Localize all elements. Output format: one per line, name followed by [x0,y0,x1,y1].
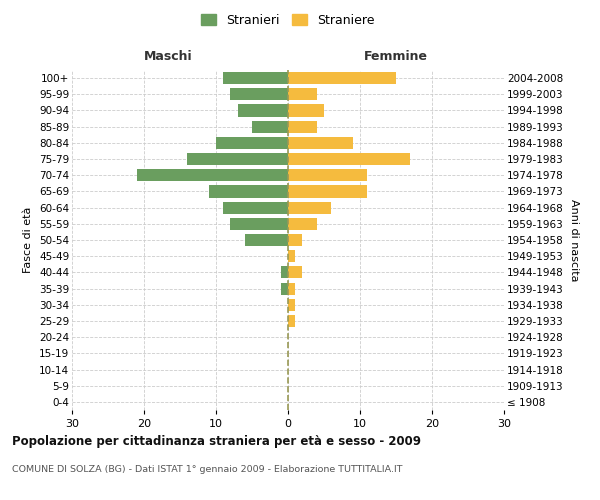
Y-axis label: Fasce di età: Fasce di età [23,207,34,273]
Text: Femmine: Femmine [364,50,428,62]
Bar [216,137,288,149]
Bar [288,153,410,165]
Bar [281,282,288,294]
Bar [223,202,288,213]
Bar [288,72,396,84]
Bar [288,88,317,101]
Bar [288,266,302,278]
Bar [223,72,288,84]
Bar [187,153,288,165]
Legend: Stranieri, Straniere: Stranieri, Straniere [196,8,380,32]
Y-axis label: Anni di nascita: Anni di nascita [569,198,579,281]
Bar [238,104,288,117]
Bar [288,315,295,327]
Bar [288,282,295,294]
Bar [230,88,288,101]
Bar [281,266,288,278]
Bar [288,186,367,198]
Bar [209,186,288,198]
Bar [288,234,302,246]
Bar [288,169,367,181]
Text: COMUNE DI SOLZA (BG) - Dati ISTAT 1° gennaio 2009 - Elaborazione TUTTITALIA.IT: COMUNE DI SOLZA (BG) - Dati ISTAT 1° gen… [12,465,403,474]
Text: Popolazione per cittadinanza straniera per età e sesso - 2009: Popolazione per cittadinanza straniera p… [12,435,421,448]
Text: Maschi: Maschi [143,50,193,62]
Bar [288,298,295,311]
Bar [137,169,288,181]
Bar [288,250,295,262]
Bar [230,218,288,230]
Bar [245,234,288,246]
Bar [288,104,324,117]
Bar [288,120,317,132]
Bar [252,120,288,132]
Bar [288,218,317,230]
Bar [288,202,331,213]
Bar [288,137,353,149]
